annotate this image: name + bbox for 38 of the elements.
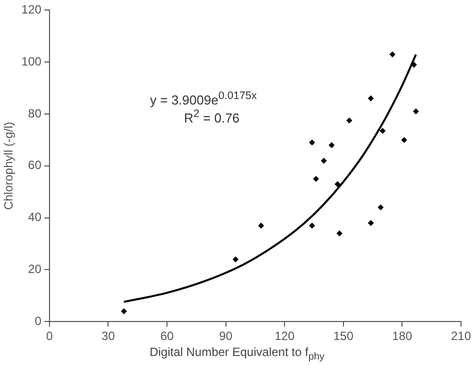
point [309,140,316,146]
point [120,308,127,314]
x-axis-title: Digital Number Equivalent to f$_{phy}$ [148,345,326,362]
point [336,230,342,236]
x-tick-label: 210 [450,329,472,344]
x-tick-label: 0 [46,329,54,344]
x-tick-label: 30 [102,329,116,344]
x-tick-label: 90 [219,329,233,344]
point [309,222,316,229]
point [378,204,384,210]
y-tick-label: 20 [28,262,42,276]
y-axis-title: Chlorophyll (-g/l) [2,122,16,210]
point [389,51,396,58]
y-tick-label: 80 [28,106,42,120]
point [320,158,327,164]
point [312,176,319,182]
y-tick-label: 100 [21,54,42,68]
annotation: R$^{2}$ = 0.76 [184,108,240,126]
line-series [122,54,417,303]
point [328,142,335,148]
point [412,108,419,114]
point [232,256,239,262]
y-tick-label: 40 [28,210,42,224]
y-tick-label: 120 [21,2,42,17]
point [380,128,386,134]
y-tick-label: 0 [34,314,42,328]
point [258,222,264,229]
x-tick-label: 60 [160,329,174,344]
x-tick-label: 150 [333,329,354,344]
point [334,181,341,188]
point [401,136,408,143]
point [368,220,374,226]
x-tick-label: 180 [392,329,413,344]
point [346,117,352,124]
x-tick-label: 120 [274,329,295,344]
y-tick-label: 60 [28,158,42,172]
point [368,95,374,102]
annotation: y = 3.9009e$^{0.0175x}$ [150,90,257,108]
